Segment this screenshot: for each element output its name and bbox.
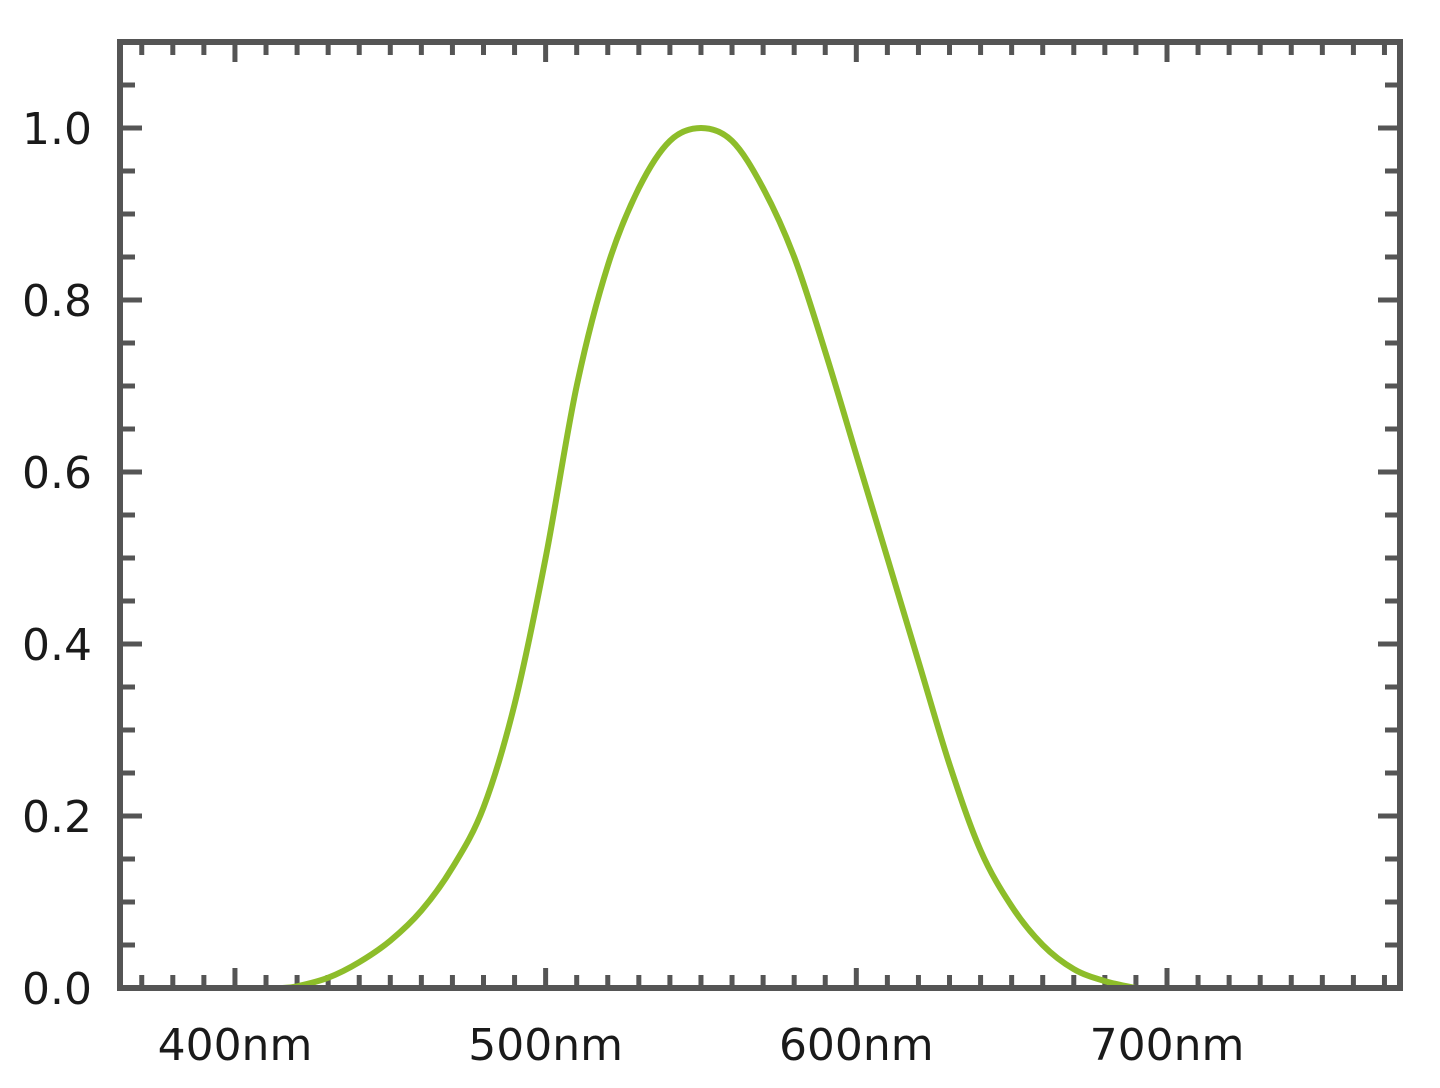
x-tick-label: 400nm: [158, 1020, 313, 1071]
y-tick-label: 0.4: [22, 620, 92, 671]
y-tick-label: 0.0: [22, 964, 92, 1015]
y-tick-label: 1.0: [22, 104, 92, 155]
series-line-0: [278, 125, 1139, 991]
y-tick-label: 0.6: [22, 448, 92, 499]
y-tick-label: 0.2: [22, 792, 92, 843]
plot-frame: [117, 39, 1403, 991]
tick-labels-layer: 400nm 500nm 600nm 700nm 0.0 0.2 0.4 0.6 0.8 1.0: [22, 104, 1244, 1071]
x-tick-label: 500nm: [468, 1020, 623, 1071]
series-layer: [278, 125, 1139, 991]
y-tick-label: 0.8: [22, 276, 92, 327]
x-tick-label: 700nm: [1090, 1020, 1245, 1071]
x-tick-label: 600nm: [779, 1020, 934, 1071]
